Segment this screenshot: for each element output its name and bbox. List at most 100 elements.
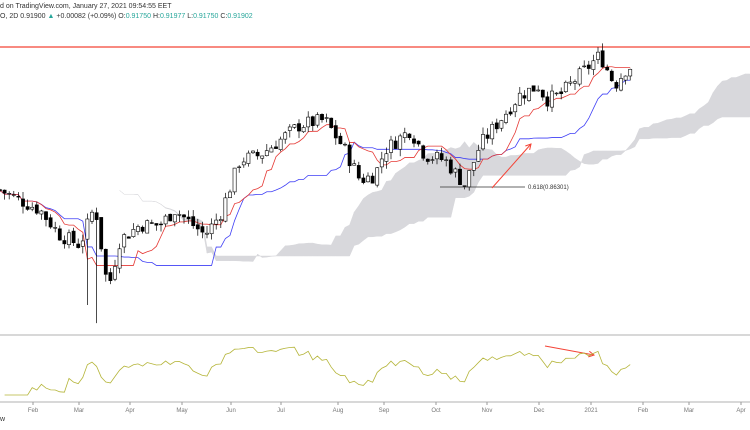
candle-body xyxy=(554,92,559,95)
ichimoku-cloud-segment xyxy=(298,243,304,257)
candle-body xyxy=(283,132,288,140)
candle-body xyxy=(126,236,131,239)
candle-body xyxy=(527,87,531,101)
candle-body xyxy=(619,78,623,91)
candle-body xyxy=(195,224,200,230)
candle-body xyxy=(103,248,108,275)
candle-body xyxy=(113,266,117,280)
ichimoku-cloud-segment xyxy=(542,147,548,176)
ichimoku-cloud-segment xyxy=(487,148,493,176)
ichimoku-cloud-segment xyxy=(395,169,401,233)
ichimoku-cloud-segment xyxy=(422,152,429,222)
x-tick-label: Sep xyxy=(379,408,390,414)
candle-body xyxy=(329,117,334,128)
candle-body xyxy=(536,89,541,92)
ichimoku-cloud-segment xyxy=(721,80,728,118)
x-tick-label: May xyxy=(176,408,187,414)
candle-body xyxy=(412,138,416,144)
candle-body xyxy=(246,152,251,164)
candle-body xyxy=(0,189,2,191)
candle-body xyxy=(568,81,573,84)
candle-body xyxy=(522,95,527,99)
ichimoku-cloud-segment xyxy=(119,190,125,195)
candle-body xyxy=(163,215,168,225)
ichimoku-cloud-segment xyxy=(629,138,636,150)
candle-body xyxy=(214,219,219,225)
candle-body xyxy=(494,122,499,130)
candle-body xyxy=(306,116,311,128)
candle-body xyxy=(324,117,329,119)
open-label: O: xyxy=(118,13,126,20)
ichimoku-cloud-segment xyxy=(482,148,488,176)
ichimoku-cloud-segment xyxy=(639,126,645,140)
candle-body xyxy=(200,226,205,233)
ichimoku-cloud-segment xyxy=(505,155,511,176)
x-tick-label: Mar xyxy=(74,408,84,414)
candle-body xyxy=(398,135,403,150)
divergence-arrow xyxy=(544,345,595,356)
ichimoku-cloud-segment xyxy=(602,150,608,160)
ichimoku-cloud-segment xyxy=(491,149,498,176)
ichimoku-cloud-segment xyxy=(570,153,576,171)
x-tick-label: Aug xyxy=(333,408,344,414)
ichimoku-cloud-segment xyxy=(220,255,226,261)
x-tick-label: Jul xyxy=(277,408,285,414)
candle-body xyxy=(600,50,605,68)
ichimoku-cloud-segment xyxy=(252,253,258,263)
candle-body xyxy=(577,68,582,85)
candle-body xyxy=(287,126,292,131)
ichimoku-cloud-segment xyxy=(330,235,337,257)
x-tick-label: Apr xyxy=(736,408,745,414)
x-tick-label: Feb xyxy=(638,408,649,414)
candle-body xyxy=(393,140,398,149)
candle-body xyxy=(251,150,255,154)
ichimoku-cloud-segment xyxy=(326,244,332,257)
ichimoku-cloud-segment xyxy=(620,150,627,156)
ichimoku-cloud-segment xyxy=(303,242,309,257)
ichimoku-cloud-segment xyxy=(363,194,369,241)
ichimoku-cloud-segment xyxy=(225,255,231,261)
ichimoku-cloud-segment xyxy=(588,150,594,165)
ichimoku-cloud-segment xyxy=(427,153,433,218)
candle-body xyxy=(177,214,182,216)
candle-body xyxy=(154,223,159,226)
ichimoku-cloud-segment xyxy=(215,255,222,261)
candle-body xyxy=(264,150,269,156)
candle-body xyxy=(48,217,53,228)
x-tick-label: Dec xyxy=(534,408,545,414)
candle-body xyxy=(407,133,412,138)
candle-body xyxy=(140,226,145,232)
ichimoku-cloud-segment xyxy=(266,255,272,258)
candle-body xyxy=(513,104,518,113)
ichimoku-cloud-segment xyxy=(261,255,268,258)
candle-body xyxy=(540,89,545,98)
ichimoku-cloud-segment xyxy=(528,153,534,176)
candle-body xyxy=(122,234,127,248)
oscillator-line xyxy=(4,346,631,396)
candle-body xyxy=(21,198,25,207)
ichimoku-cloud-segment xyxy=(551,147,557,176)
candle-body xyxy=(218,219,223,222)
ichimoku-cloud-segment xyxy=(289,244,295,257)
ichimoku-cloud-segment xyxy=(740,73,746,118)
ichimoku-cloud-segment xyxy=(634,128,640,148)
candle-body xyxy=(623,75,628,81)
ichimoku-cloud-segment xyxy=(349,212,355,257)
ichimoku-cloud-segment xyxy=(367,192,373,238)
ichimoku-cloud-segment xyxy=(436,151,442,218)
ichimoku-cloud-segment xyxy=(496,154,502,176)
candle-body xyxy=(232,167,237,193)
high-label: H: xyxy=(152,13,160,20)
candle-body xyxy=(67,232,71,246)
candle-body xyxy=(435,151,439,160)
candle-body xyxy=(504,113,508,123)
ichimoku-cloud-segment xyxy=(284,245,291,257)
candle-body xyxy=(2,189,7,194)
candle-body xyxy=(11,194,16,196)
ichimoku-cloud-segment xyxy=(662,119,668,139)
candle-body xyxy=(241,161,246,166)
ichimoku-cloud-segment xyxy=(671,117,677,138)
close-value: 0.91902 xyxy=(227,13,253,20)
last-price: 0.91900 xyxy=(20,13,46,20)
